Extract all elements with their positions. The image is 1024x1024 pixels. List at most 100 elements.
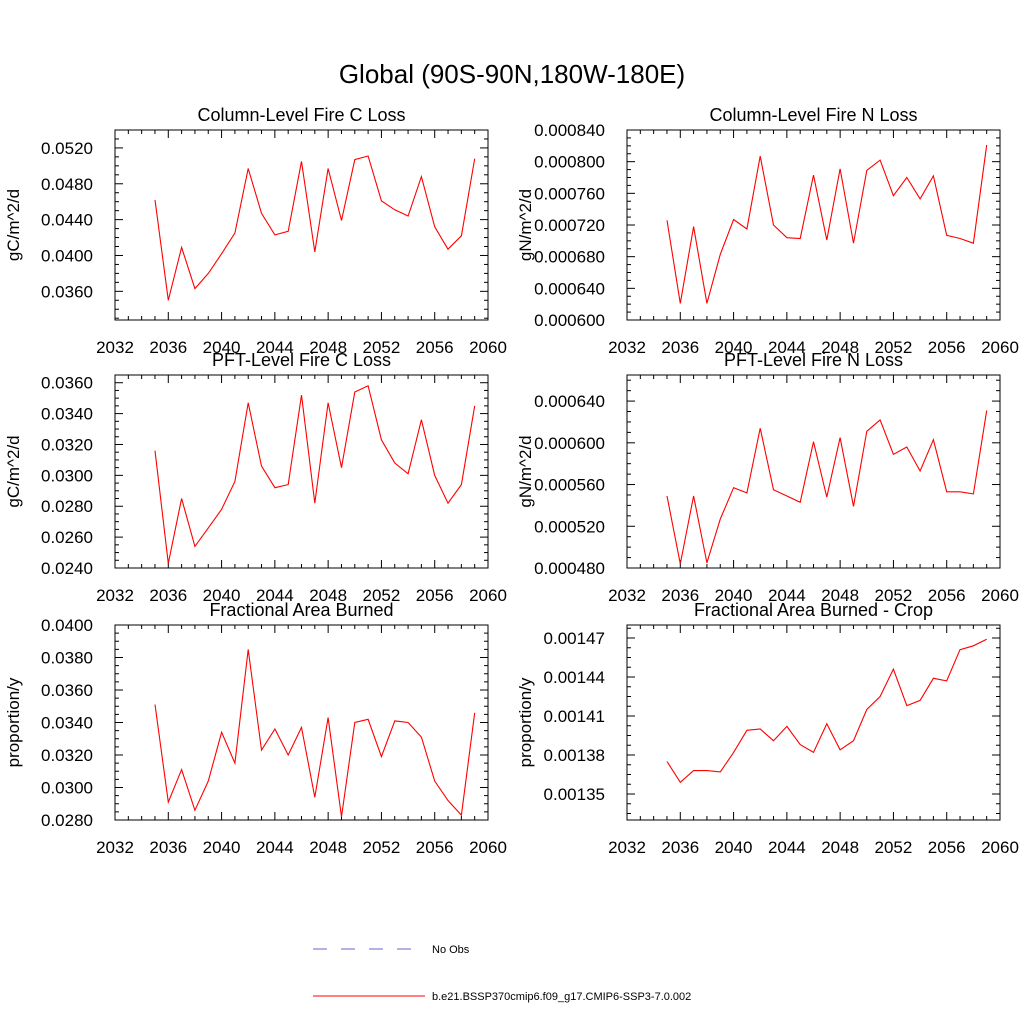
x-tick-label: 2052: [875, 838, 913, 857]
x-tick-label: 2040: [715, 586, 753, 605]
x-tick-label: 2036: [149, 338, 187, 357]
x-tick-label: 2044: [256, 838, 294, 857]
x-tick-label: 2052: [363, 838, 401, 857]
x-tick-label: 2048: [309, 586, 347, 605]
x-tick-label: 2036: [149, 838, 187, 857]
plot-frame: [626, 624, 1001, 821]
panel-title: Column-Level Fire C Loss: [197, 105, 405, 125]
panel-title: Column-Level Fire N Loss: [709, 105, 917, 125]
x-tick-label: 2060: [981, 338, 1019, 357]
series-line-1: [154, 155, 476, 301]
x-tick-label: 2056: [928, 838, 966, 857]
y-tick-label: 0.000760: [534, 184, 605, 203]
y-tick-label: 0.000520: [534, 517, 605, 536]
y-tick-label: 0.000600: [534, 434, 605, 453]
figure-title: Global (90S-90N,180W-180E): [339, 59, 685, 89]
x-tick-label: 2036: [661, 338, 699, 357]
x-tick-label: 2060: [469, 338, 507, 357]
x-tick-label: 2052: [363, 586, 401, 605]
x-tick-label: 2036: [661, 586, 699, 605]
y-tick-label: 0.0340: [41, 405, 93, 424]
y-tick-label: 0.0300: [41, 779, 93, 798]
y-tick-label: 0.0380: [41, 649, 93, 668]
y-tick-label: 0.0280: [41, 811, 93, 830]
y-tick-label: 0.00138: [544, 746, 605, 765]
y-tick-label: 0.0440: [41, 211, 93, 230]
x-tick-label: 2036: [149, 586, 187, 605]
plot-frame: [114, 624, 489, 821]
series-line-1: [666, 638, 987, 784]
y-tick-label: 0.0360: [41, 374, 93, 393]
y-tick-label: 0.00135: [544, 785, 605, 804]
y-tick-label: 0.00144: [544, 668, 605, 687]
y-axis-label: proportion/y: [516, 677, 535, 767]
y-tick-label: 0.0360: [41, 681, 93, 700]
y-tick-label: 0.000560: [534, 476, 605, 495]
panels: Column-Level Fire C Loss gC/m^2/d 2032 2036…: [4, 105, 1019, 857]
x-tick-label: 2048: [821, 338, 859, 357]
panel-3: PFT-Level Fire C Loss gC/m^2/d 2032 2036 204…: [4, 350, 507, 605]
y-tick-label: 0.000600: [534, 311, 605, 330]
x-tick-label: 2044: [768, 338, 806, 357]
x-tick-label: 2048: [821, 838, 859, 857]
panel-title: Fractional Area Burned: [209, 600, 393, 620]
y-tick-label: 0.0340: [41, 714, 93, 733]
x-tick-label: 2056: [416, 838, 454, 857]
x-tick-label: 2036: [661, 838, 699, 857]
y-tick-label: 0.0260: [41, 528, 93, 547]
plot-frame: [626, 374, 1001, 569]
series-line-1: [666, 410, 988, 564]
y-axis-label: gC/m^2/d: [4, 189, 23, 261]
y-tick-label: 0.000680: [534, 248, 605, 267]
y-tick-label: 0.000640: [534, 279, 605, 298]
x-tick-label: 2040: [203, 838, 241, 857]
y-tick-label: 0.00141: [544, 707, 605, 726]
x-tick-label: 2056: [928, 586, 966, 605]
x-tick-label: 2032: [96, 586, 134, 605]
x-tick-label: 2056: [416, 586, 454, 605]
x-tick-label: 2052: [875, 338, 913, 357]
x-tick-label: 2048: [309, 338, 347, 357]
x-tick-label: 2048: [309, 838, 347, 857]
x-tick-label: 2040: [715, 838, 753, 857]
y-axis-label: gC/m^2/d: [4, 435, 23, 507]
y-tick-label: 0.0280: [41, 497, 93, 516]
y-tick-label: 0.0400: [41, 246, 93, 265]
panel-1: Column-Level Fire C Loss gC/m^2/d 2032 2036…: [4, 105, 507, 357]
x-tick-label: 2032: [96, 838, 134, 857]
x-tick-label: 2060: [981, 586, 1019, 605]
y-tick-label: 0.0400: [41, 616, 93, 635]
y-tick-label: 0.000640: [534, 392, 605, 411]
y-tick-label: 0.0320: [41, 435, 93, 454]
x-tick-label: 2044: [768, 838, 806, 857]
y-axis-label: proportion/y: [4, 677, 23, 767]
legend-obs-label: No Obs: [432, 944, 470, 956]
x-tick-label: 2052: [875, 586, 913, 605]
x-tick-label: 2044: [768, 586, 806, 605]
panel-6: Fractional Area Burned - Crop proportion/…: [516, 600, 1019, 857]
x-tick-label: 2032: [608, 586, 646, 605]
y-tick-label: 0.0320: [41, 746, 93, 765]
x-tick-label: 2044: [256, 586, 294, 605]
legend: No Obs b.e21.BSSP370cmip6.f09_g17.CMIP6-…: [313, 944, 691, 1003]
y-axis-label: gN/m^2/d: [516, 435, 535, 507]
panel-title: Fractional Area Burned - Crop: [694, 600, 933, 620]
x-tick-label: 2040: [203, 338, 241, 357]
y-tick-label: 0.0360: [41, 282, 93, 301]
panel-title: PFT-Level Fire C Loss: [212, 350, 391, 370]
x-tick-label: 2060: [469, 586, 507, 605]
legend-model-label: b.e21.BSSP370cmip6.f09_g17.CMIP6-SSP3-7.…: [432, 991, 691, 1003]
x-tick-label: 2052: [363, 338, 401, 357]
x-tick-label: 2040: [203, 586, 241, 605]
x-tick-label: 2056: [416, 338, 454, 357]
x-tick-label: 2060: [981, 838, 1019, 857]
series-line-1: [666, 144, 988, 304]
y-tick-label: 0.00147: [544, 629, 605, 648]
plot-frame: [114, 374, 489, 569]
y-tick-label: 0.0240: [41, 559, 93, 578]
y-tick-label: 0.000720: [534, 216, 605, 235]
x-tick-label: 2048: [821, 586, 859, 605]
x-tick-label: 2044: [256, 338, 294, 357]
y-tick-label: 0.0300: [41, 466, 93, 485]
